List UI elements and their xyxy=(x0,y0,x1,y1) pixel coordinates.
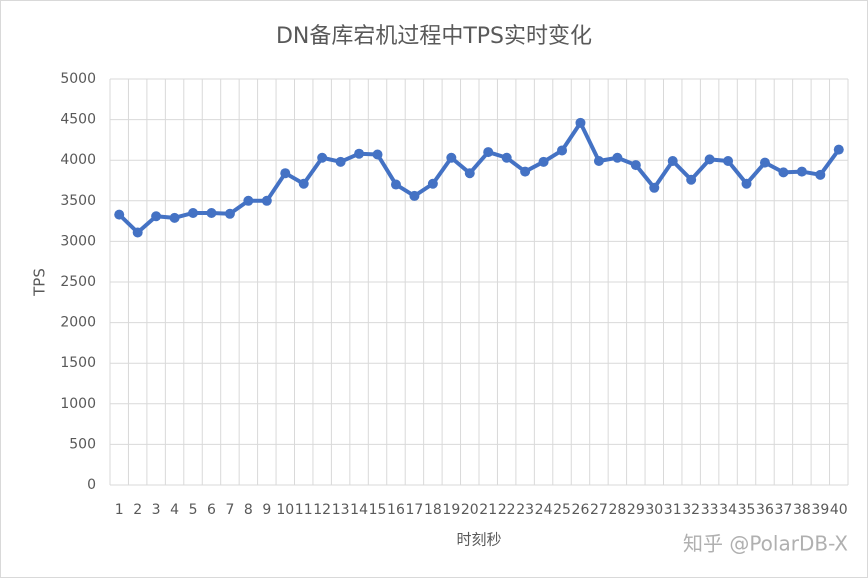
data-point xyxy=(206,207,217,218)
x-tick-label: 15 xyxy=(369,502,387,518)
x-tick-label: 12 xyxy=(313,502,331,518)
x-tick-label: 20 xyxy=(461,502,479,518)
data-point xyxy=(243,195,254,206)
data-point xyxy=(630,160,641,171)
data-point xyxy=(409,190,420,201)
y-tick-label: 1500 xyxy=(60,355,96,371)
x-tick-label: 6 xyxy=(207,502,216,518)
data-point xyxy=(796,166,807,177)
y-tick-label: 1000 xyxy=(60,396,96,412)
x-tick-label: 3 xyxy=(152,502,161,518)
x-tick-label: 34 xyxy=(719,502,737,518)
x-tick-label: 14 xyxy=(350,502,368,518)
data-point xyxy=(833,144,844,155)
data-point xyxy=(390,179,401,190)
x-tick-label: 4 xyxy=(170,502,179,518)
x-tick-label: 13 xyxy=(332,502,350,518)
data-point xyxy=(188,207,199,218)
data-point xyxy=(741,178,752,189)
data-point xyxy=(538,156,549,167)
x-tick-label: 11 xyxy=(295,502,313,518)
y-tick-label: 2500 xyxy=(60,274,96,290)
data-point xyxy=(169,212,180,223)
x-tick-label: 31 xyxy=(664,502,682,518)
x-tick-label: 22 xyxy=(498,502,516,518)
data-point xyxy=(151,211,162,222)
data-point xyxy=(354,148,365,159)
data-point xyxy=(815,169,826,180)
x-tick-label: 1 xyxy=(115,502,124,518)
y-tick-label: 500 xyxy=(69,436,96,452)
x-tick-label: 10 xyxy=(276,502,294,518)
x-tick-label: 30 xyxy=(645,502,663,518)
x-tick-label: 21 xyxy=(479,502,497,518)
data-point xyxy=(704,154,715,165)
data-point xyxy=(464,168,475,179)
x-tick-label: 29 xyxy=(627,502,645,518)
x-tick-label: 23 xyxy=(516,502,534,518)
x-tick-label: 33 xyxy=(701,502,719,518)
y-tick-label: 2000 xyxy=(60,315,96,331)
data-point xyxy=(280,168,291,179)
x-tick-label: 2 xyxy=(133,502,142,518)
chart-title: DN备库宕机过程中TPS实时变化 xyxy=(276,24,592,49)
x-tick-label: 35 xyxy=(738,502,756,518)
data-point xyxy=(372,149,383,160)
x-tick-label: 39 xyxy=(811,502,829,518)
x-axis-label: 时刻秒 xyxy=(456,531,501,549)
data-point xyxy=(501,152,512,163)
data-point xyxy=(612,152,623,163)
x-tick-label: 5 xyxy=(189,502,198,518)
data-point xyxy=(575,117,586,128)
y-axis-label: TPS xyxy=(31,268,49,297)
data-point xyxy=(317,152,328,163)
data-point xyxy=(667,156,678,167)
data-point xyxy=(446,152,457,163)
x-tick-label: 38 xyxy=(793,502,811,518)
y-tick-label: 4000 xyxy=(60,152,96,168)
x-tick-label: 24 xyxy=(535,502,553,518)
watermark: 知乎 @PolarDB-X xyxy=(683,532,848,556)
data-point xyxy=(114,209,125,220)
data-point xyxy=(298,178,309,189)
y-tick-label: 4500 xyxy=(60,112,96,128)
x-tick-label: 17 xyxy=(406,502,424,518)
x-tick-label: 25 xyxy=(553,502,571,518)
y-tick-label: 3500 xyxy=(60,193,96,209)
x-tick-label: 19 xyxy=(442,502,460,518)
x-tick-label: 8 xyxy=(244,502,253,518)
data-point xyxy=(723,156,734,167)
data-point xyxy=(427,178,438,189)
data-point xyxy=(686,174,697,185)
y-tick-label: 3000 xyxy=(60,233,96,249)
y-tick-label: 0 xyxy=(87,477,96,493)
x-tick-label: 9 xyxy=(262,502,271,518)
data-line xyxy=(117,120,841,235)
x-tick-label: 37 xyxy=(775,502,793,518)
x-tick-label: 26 xyxy=(572,502,590,518)
data-point xyxy=(778,167,789,178)
data-point xyxy=(593,156,604,167)
data-point xyxy=(335,156,346,167)
data-point xyxy=(557,145,568,156)
data-point xyxy=(649,182,660,193)
x-tick-label: 27 xyxy=(590,502,608,518)
x-tick-label: 7 xyxy=(225,502,234,518)
x-tick-label: 16 xyxy=(387,502,405,518)
data-point xyxy=(759,157,770,168)
data-point xyxy=(224,208,235,219)
x-tick-label: 32 xyxy=(682,502,700,518)
data-point xyxy=(261,195,272,206)
data-point xyxy=(520,166,531,177)
x-tick-label: 36 xyxy=(756,502,774,518)
y-tick-label: 5000 xyxy=(60,71,96,87)
x-tick-label: 40 xyxy=(830,502,848,518)
data-point xyxy=(483,147,494,158)
x-tick-label: 28 xyxy=(608,502,626,518)
data-point xyxy=(132,227,143,238)
x-tick-label: 18 xyxy=(424,502,442,518)
